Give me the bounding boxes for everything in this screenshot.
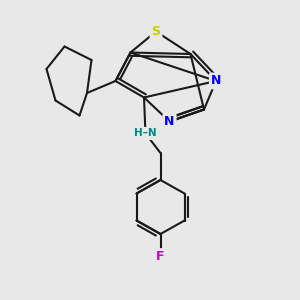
Text: F: F bbox=[156, 250, 165, 263]
Text: S: S bbox=[152, 25, 160, 38]
Text: H–N: H–N bbox=[134, 128, 157, 139]
Text: N: N bbox=[164, 115, 175, 128]
Text: N: N bbox=[211, 74, 221, 88]
